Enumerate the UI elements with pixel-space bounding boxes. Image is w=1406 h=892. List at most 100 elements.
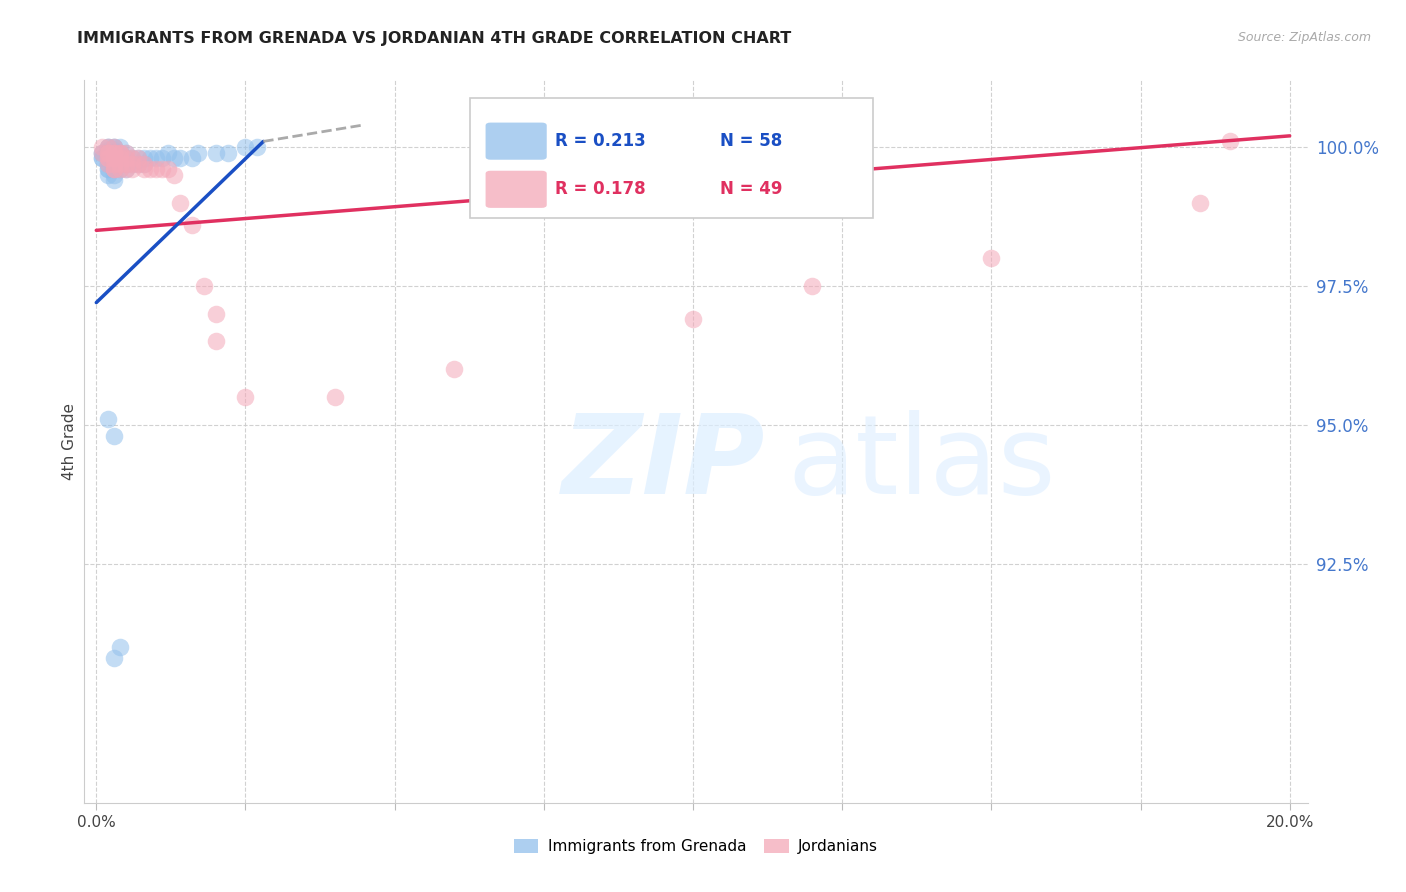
Point bbox=[97, 156, 120, 170]
Point bbox=[121, 156, 143, 170]
Point bbox=[103, 151, 125, 165]
Point bbox=[132, 162, 155, 177]
Point bbox=[91, 145, 114, 160]
Point bbox=[163, 168, 186, 182]
Point bbox=[115, 151, 138, 165]
Point bbox=[121, 151, 143, 165]
Point bbox=[115, 145, 138, 160]
Point bbox=[121, 151, 143, 165]
Point bbox=[103, 162, 125, 177]
Point bbox=[150, 162, 173, 177]
Point bbox=[97, 412, 120, 426]
Point bbox=[97, 162, 120, 177]
Point bbox=[163, 151, 186, 165]
Point bbox=[97, 151, 120, 165]
Point bbox=[115, 156, 138, 170]
Point bbox=[103, 151, 125, 165]
Point bbox=[169, 151, 191, 165]
Point bbox=[132, 156, 155, 170]
Point bbox=[187, 145, 209, 160]
Point bbox=[91, 151, 114, 165]
Point bbox=[103, 651, 125, 665]
Point bbox=[139, 162, 162, 177]
Point bbox=[121, 156, 143, 170]
Point bbox=[108, 151, 131, 165]
Point bbox=[103, 162, 125, 177]
Point bbox=[108, 145, 131, 160]
Point bbox=[103, 173, 125, 187]
Point bbox=[108, 162, 131, 177]
Text: R = 0.178: R = 0.178 bbox=[555, 180, 645, 198]
Point bbox=[121, 162, 143, 177]
Point bbox=[108, 156, 131, 170]
Point bbox=[97, 145, 120, 160]
Y-axis label: 4th Grade: 4th Grade bbox=[62, 403, 77, 480]
Point bbox=[97, 168, 120, 182]
Point bbox=[150, 151, 173, 165]
Point bbox=[103, 156, 125, 170]
Point bbox=[97, 156, 120, 170]
Text: R = 0.213: R = 0.213 bbox=[555, 132, 645, 150]
Point bbox=[204, 145, 226, 160]
Point bbox=[103, 140, 125, 154]
Text: ZIP: ZIP bbox=[561, 409, 765, 516]
Point bbox=[1219, 135, 1241, 149]
Text: N = 49: N = 49 bbox=[720, 180, 783, 198]
Point bbox=[235, 390, 257, 404]
Point bbox=[108, 145, 131, 160]
Point bbox=[115, 151, 138, 165]
Point bbox=[246, 140, 269, 154]
Point bbox=[115, 156, 138, 170]
FancyBboxPatch shape bbox=[485, 122, 547, 160]
Point bbox=[97, 156, 120, 170]
Point bbox=[145, 151, 167, 165]
Point bbox=[108, 162, 131, 177]
FancyBboxPatch shape bbox=[485, 170, 547, 208]
Point bbox=[108, 145, 131, 160]
Point bbox=[103, 145, 125, 160]
Point bbox=[180, 218, 202, 232]
Text: IMMIGRANTS FROM GRENADA VS JORDANIAN 4TH GRADE CORRELATION CHART: IMMIGRANTS FROM GRENADA VS JORDANIAN 4TH… bbox=[77, 31, 792, 46]
Point bbox=[103, 162, 125, 177]
Point bbox=[115, 162, 138, 177]
Point bbox=[108, 156, 131, 170]
Point bbox=[156, 162, 179, 177]
Point bbox=[97, 140, 120, 154]
Point bbox=[980, 251, 1002, 265]
Point bbox=[97, 145, 120, 160]
Point bbox=[97, 140, 120, 154]
Point bbox=[91, 140, 114, 154]
Point bbox=[180, 151, 202, 165]
Point bbox=[91, 145, 114, 160]
Point bbox=[323, 390, 346, 404]
Point bbox=[204, 334, 226, 349]
Point bbox=[97, 151, 120, 165]
Point bbox=[1189, 195, 1212, 210]
Point bbox=[108, 151, 131, 165]
Point bbox=[145, 162, 167, 177]
Point bbox=[115, 162, 138, 177]
Point bbox=[108, 640, 131, 655]
Point bbox=[103, 145, 125, 160]
Legend: Immigrants from Grenada, Jordanians: Immigrants from Grenada, Jordanians bbox=[508, 833, 884, 860]
Point bbox=[97, 140, 120, 154]
Point bbox=[103, 143, 125, 157]
Point bbox=[139, 151, 162, 165]
Point bbox=[97, 162, 120, 177]
Point bbox=[103, 156, 125, 170]
Point bbox=[204, 307, 226, 321]
Point bbox=[132, 151, 155, 165]
Point bbox=[97, 151, 120, 165]
Point bbox=[108, 156, 131, 170]
Text: N = 58: N = 58 bbox=[720, 132, 783, 150]
Point bbox=[127, 156, 149, 170]
Point bbox=[103, 156, 125, 170]
Point bbox=[682, 312, 704, 326]
Text: Source: ZipAtlas.com: Source: ZipAtlas.com bbox=[1237, 31, 1371, 45]
Point bbox=[97, 143, 120, 157]
Point bbox=[235, 140, 257, 154]
Point bbox=[127, 151, 149, 165]
Point bbox=[132, 156, 155, 170]
Point bbox=[169, 195, 191, 210]
Point bbox=[108, 140, 131, 154]
